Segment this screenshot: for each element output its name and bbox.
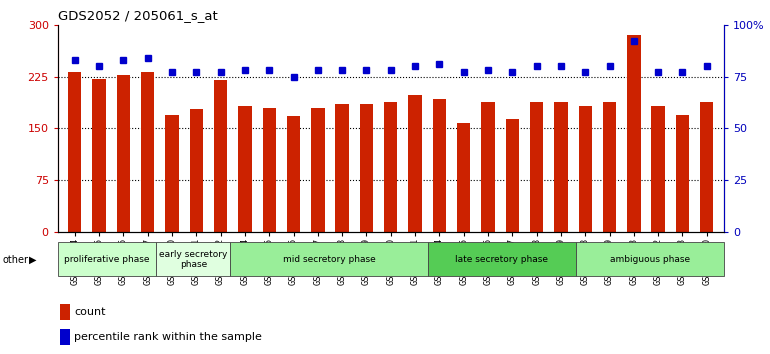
Bar (457, 124, 470, 232)
Text: proliferative phase: proliferative phase (65, 255, 150, 264)
Bar (230, 242, 428, 276)
Text: GDS2052 / 205061_s_at: GDS2052 / 205061_s_at (58, 9, 217, 22)
Bar (117, 75, 130, 232)
Bar (554, 102, 567, 232)
Bar (92, 79, 105, 232)
Bar (433, 99, 446, 232)
Bar (408, 95, 422, 232)
Bar (481, 102, 494, 232)
Bar (576, 242, 724, 276)
Bar (700, 102, 714, 232)
Bar (166, 115, 179, 232)
Bar (238, 106, 252, 232)
Text: ▶: ▶ (29, 255, 37, 265)
Text: count: count (74, 307, 105, 317)
Bar (156, 242, 230, 276)
Bar (58, 242, 156, 276)
Bar (263, 108, 276, 232)
Bar (603, 102, 616, 232)
Text: other: other (2, 255, 28, 265)
Bar (578, 105, 592, 232)
Bar (676, 115, 689, 232)
Bar (141, 72, 154, 232)
Bar (287, 116, 300, 232)
Bar (360, 104, 373, 232)
Bar (384, 102, 397, 232)
Text: ambiguous phase: ambiguous phase (610, 255, 690, 264)
Bar (428, 242, 576, 276)
Text: mid secretory phase: mid secretory phase (283, 255, 376, 264)
Bar (68, 72, 82, 232)
Bar (189, 109, 203, 232)
Bar (530, 102, 544, 232)
Bar (311, 108, 324, 232)
Bar (651, 105, 665, 232)
Bar (336, 104, 349, 232)
Text: late secretory phase: late secretory phase (455, 255, 548, 264)
Text: percentile rank within the sample: percentile rank within the sample (74, 332, 262, 342)
Bar (506, 119, 519, 232)
Bar (628, 35, 641, 232)
Text: early secretory
phase: early secretory phase (159, 250, 228, 269)
Bar (214, 80, 227, 232)
